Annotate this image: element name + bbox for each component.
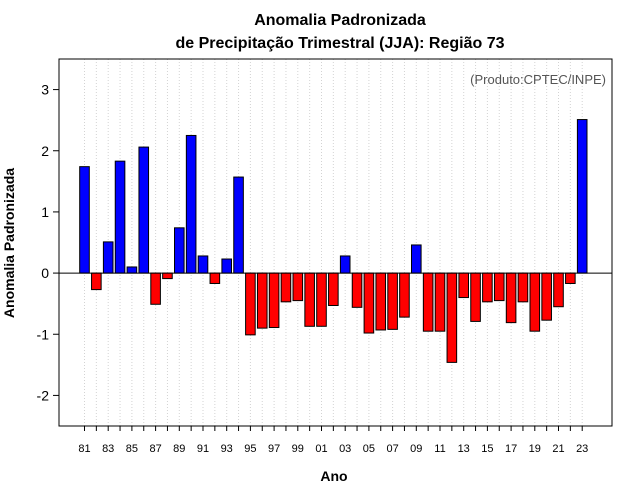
x-tick-label: 95	[244, 443, 256, 455]
bar-1991	[197, 255, 209, 274]
bar-2000	[304, 272, 315, 327]
bar-2004	[351, 272, 363, 308]
bar-2008	[399, 272, 410, 318]
bar-1998	[280, 272, 292, 303]
x-tick-label: 81	[78, 443, 90, 455]
y-axis-title: Anomalia Padronizada	[1, 168, 17, 318]
bar-2003	[339, 255, 351, 274]
bar-2023	[576, 119, 588, 274]
bar-2001	[316, 272, 327, 327]
x-tick-label: 01	[315, 443, 327, 455]
x-tick-label: 93	[221, 443, 233, 455]
bar-1981	[79, 166, 90, 274]
bar-1982	[91, 272, 102, 291]
grid-layer	[84, 59, 583, 426]
bar-1995	[245, 272, 256, 336]
y-axis: -2 -1 0 1 2 3	[37, 82, 59, 403]
bars-layer	[79, 119, 588, 363]
x-tick-label: 11	[434, 443, 445, 455]
chart-subtitle: de Precipitação Trimestral (JJA): Região…	[175, 35, 504, 52]
bar-1999	[292, 272, 304, 302]
x-tick-label: 05	[363, 443, 375, 455]
bar-2021	[553, 272, 564, 308]
bar-1990	[185, 134, 197, 274]
bar-2010	[422, 272, 434, 332]
bar-2019	[529, 272, 541, 332]
bar-2007	[387, 272, 398, 330]
bar-2012	[446, 272, 458, 363]
bar-1996	[256, 272, 268, 329]
bar-1993	[221, 258, 232, 274]
y-tick-label: 2	[41, 143, 49, 159]
bar-2013	[458, 272, 469, 299]
chart-title: Anomalia Padronizada	[254, 12, 426, 29]
plot-frame	[58, 58, 613, 427]
x-tick-label: 13	[458, 443, 470, 455]
x-tick-label: 03	[339, 443, 351, 455]
x-tick-label: 83	[102, 443, 114, 455]
bar-2009	[411, 244, 422, 274]
x-axis-title: Ano	[320, 468, 347, 484]
credit-text: (Produto:CPTEC/INPE)	[470, 72, 606, 87]
x-tick-label: 89	[173, 443, 185, 455]
bar-1997	[268, 272, 280, 329]
bar-1987	[150, 272, 161, 305]
bar-1989	[174, 227, 185, 274]
x-tick-label: 07	[386, 443, 398, 455]
bar-1983	[102, 241, 114, 274]
bar-1986	[138, 146, 150, 274]
x-tick-label: 15	[481, 443, 493, 455]
bar-1984	[114, 160, 126, 274]
bar-2014	[470, 272, 481, 322]
bar-2015	[482, 272, 493, 303]
x-tick-label: 87	[149, 443, 161, 455]
y-tick-label: 1	[41, 204, 49, 220]
x-tick-label: 85	[126, 443, 138, 455]
x-tick-label: 23	[576, 443, 588, 455]
x-tick-label: 97	[268, 443, 280, 455]
bar-2020	[541, 272, 552, 321]
bar-2017	[505, 272, 517, 324]
x-tick-label: 17	[505, 443, 517, 455]
bar-1992	[209, 272, 221, 284]
bar-1988	[162, 272, 173, 280]
bar-2002	[328, 272, 339, 307]
y-tick-label: -2	[37, 387, 50, 403]
x-axis: 81 83 85 87 89 91 93 95 97 99 01 03 05 07 09 11 13 15 17 19…	[78, 426, 588, 455]
x-tick-label: 09	[410, 443, 422, 455]
bar-2011	[434, 272, 446, 332]
y-tick-label: 3	[41, 82, 49, 98]
bar-2005	[363, 272, 375, 334]
bar-2016	[493, 272, 505, 302]
y-tick-label: 0	[41, 265, 49, 281]
bar-2022	[565, 272, 576, 284]
bar-1985	[126, 266, 138, 274]
y-tick-label: -1	[37, 326, 50, 342]
bar-2018	[517, 272, 529, 303]
x-tick-label: 99	[292, 443, 304, 455]
x-tick-label: 19	[529, 443, 541, 455]
x-tick-label: 21	[552, 443, 564, 455]
bar-1994	[233, 176, 244, 274]
bar-2006	[375, 272, 387, 331]
x-tick-label: 91	[197, 443, 209, 455]
